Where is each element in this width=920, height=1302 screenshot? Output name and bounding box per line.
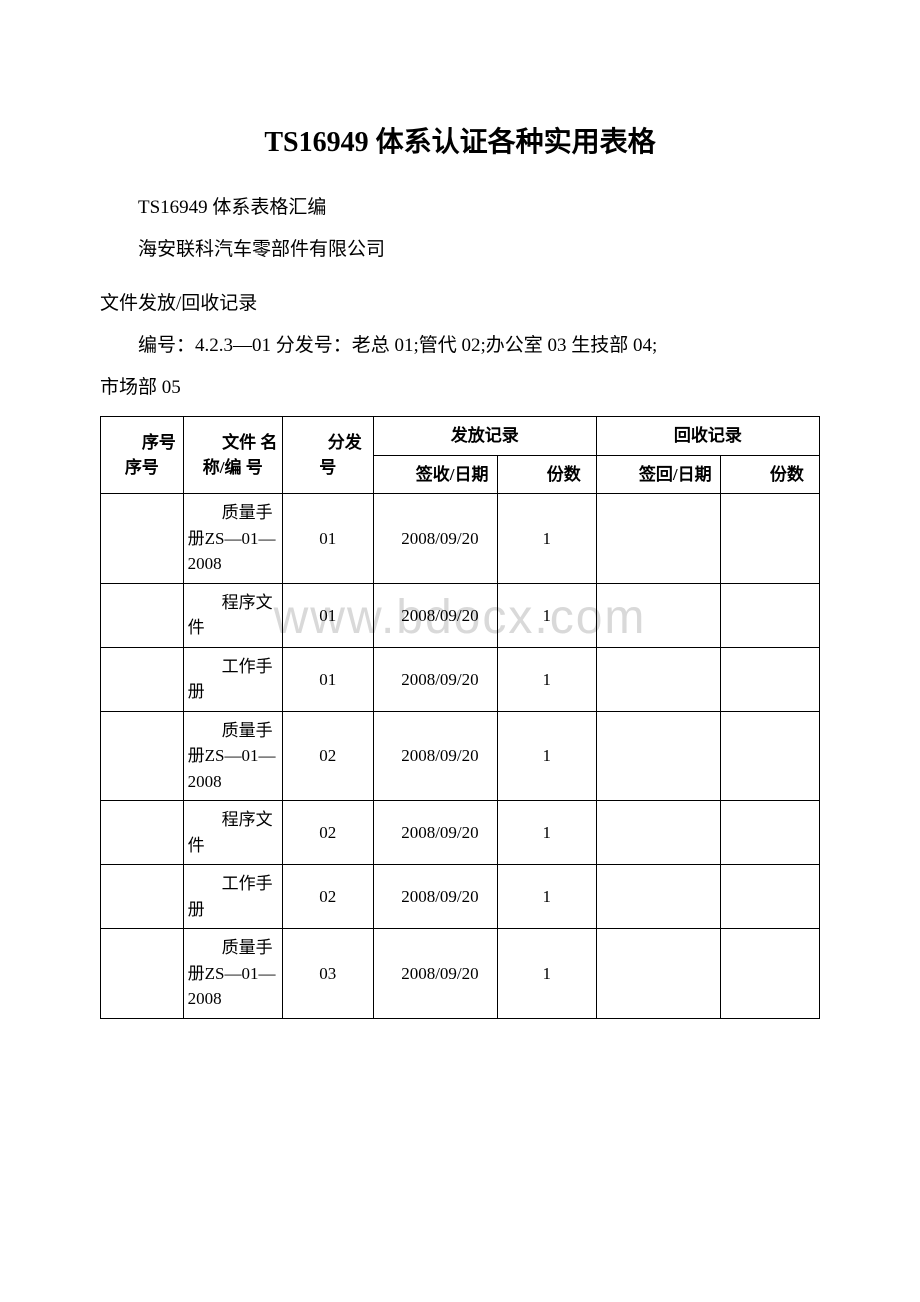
cell-name: 程序文件 [183, 801, 282, 865]
cell-sign: 2008/09/20 [373, 647, 497, 711]
cell-seq [101, 494, 184, 584]
cell-qty: 1 [497, 929, 596, 1019]
cell-sign: 2008/09/20 [373, 929, 497, 1019]
table-header-row-1: 序号序号 文件 名 称/编 号 分发号 发放记录 回收记录 [101, 417, 820, 456]
cell-qty2 [720, 801, 819, 865]
table-row: 质量手册ZS—01—2008 02 2008/09/20 1 [101, 711, 820, 801]
section-heading: 文件发放/回收记录 [100, 286, 820, 322]
cell-qty: 1 [497, 801, 596, 865]
cell-dist: 01 [282, 647, 373, 711]
cell-name: 质量手册ZS—01—2008 [183, 494, 282, 584]
cell-qty: 1 [497, 494, 596, 584]
cell-qty: 1 [497, 583, 596, 647]
col-qty-header: 份数 [497, 455, 596, 494]
col-name-header: 文件 名 称/编 号 [183, 417, 282, 494]
cell-name: 工作手册 [183, 647, 282, 711]
page-title: TS16949 体系认证各种实用表格 [100, 120, 820, 160]
col-dist-header: 分发号 [282, 417, 373, 494]
numbering-line-wrap: 市场部 05 [100, 370, 820, 406]
cell-sign2 [596, 865, 720, 929]
cell-dist: 01 [282, 494, 373, 584]
cell-dist: 02 [282, 711, 373, 801]
cell-qty2 [720, 647, 819, 711]
cell-name: 质量手册ZS—01—2008 [183, 929, 282, 1019]
table-row: 工作手册 01 2008/09/20 1 [101, 647, 820, 711]
cell-sign2 [596, 929, 720, 1019]
subtitle-2: 海安联科汽车零部件有限公司 [100, 232, 820, 268]
cell-sign: 2008/09/20 [373, 494, 497, 584]
cell-qty2 [720, 929, 819, 1019]
cell-name: 质量手册ZS—01—2008 [183, 711, 282, 801]
cell-seq [101, 801, 184, 865]
col-qty2-header: 份数 [720, 455, 819, 494]
cell-dist: 03 [282, 929, 373, 1019]
table-row: 质量手册ZS—01—2008 03 2008/09/20 1 [101, 929, 820, 1019]
cell-qty2 [720, 865, 819, 929]
cell-seq [101, 647, 184, 711]
cell-qty2 [720, 494, 819, 584]
cell-seq [101, 583, 184, 647]
col-sign2-header: 签回/日期 [596, 455, 720, 494]
cell-dist: 02 [282, 865, 373, 929]
cell-sign2 [596, 801, 720, 865]
distribution-table: 序号序号 文件 名 称/编 号 分发号 发放记录 回收记录 签收/日期 份数 签… [100, 416, 820, 1019]
col-recall-group-header: 回收记录 [596, 417, 819, 456]
cell-name: 工作手册 [183, 865, 282, 929]
cell-sign: 2008/09/20 [373, 583, 497, 647]
cell-seq [101, 865, 184, 929]
cell-dist: 02 [282, 801, 373, 865]
cell-sign2 [596, 711, 720, 801]
cell-sign2 [596, 583, 720, 647]
col-seq-header: 序号序号 [101, 417, 184, 494]
cell-dist: 01 [282, 583, 373, 647]
cell-qty: 1 [497, 865, 596, 929]
cell-sign: 2008/09/20 [373, 801, 497, 865]
table-row: 工作手册 02 2008/09/20 1 [101, 865, 820, 929]
cell-qty2 [720, 583, 819, 647]
table-row: 质量手册ZS—01—2008 01 2008/09/20 1 [101, 494, 820, 584]
cell-sign: 2008/09/20 [373, 865, 497, 929]
numbering-line: 编号：4.2.3—01 分发号：老总 01;管代 02;办公室 03 生技部 0… [100, 328, 820, 364]
table-row: 程序文件 01 2008/09/20 1 [101, 583, 820, 647]
col-issue-group-header: 发放记录 [373, 417, 596, 456]
cell-qty: 1 [497, 647, 596, 711]
cell-sign2 [596, 647, 720, 711]
cell-qty2 [720, 711, 819, 801]
cell-sign2 [596, 494, 720, 584]
cell-seq [101, 711, 184, 801]
cell-seq [101, 929, 184, 1019]
col-sign-header: 签收/日期 [373, 455, 497, 494]
table-row: 程序文件 02 2008/09/20 1 [101, 801, 820, 865]
cell-sign: 2008/09/20 [373, 711, 497, 801]
subtitle-1: TS16949 体系表格汇编 [100, 190, 820, 226]
cell-name: 程序文件 [183, 583, 282, 647]
cell-qty: 1 [497, 711, 596, 801]
